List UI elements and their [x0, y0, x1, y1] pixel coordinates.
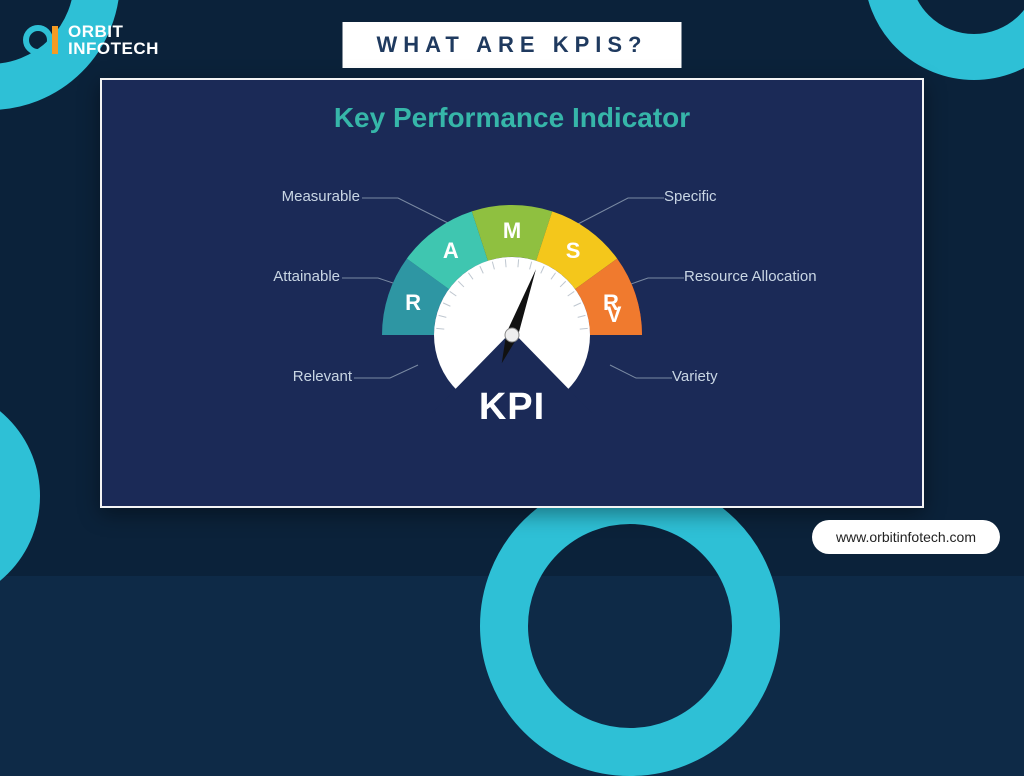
callout-relevant: Relevant — [293, 368, 352, 385]
svg-text:M: M — [503, 218, 521, 243]
deco-ring-bottom — [480, 476, 780, 776]
brand-logo-text: ORBIT INFOTECH — [68, 23, 159, 57]
brand-logo: ORBIT INFOTECH — [22, 20, 159, 60]
callout-measurable: Measurable — [282, 188, 360, 205]
brand-logo-icon — [22, 20, 62, 60]
title-banner: WHAT ARE KPIS? — [343, 22, 682, 68]
svg-text:S: S — [566, 238, 581, 263]
website-url: www.orbitinfotech.com — [812, 520, 1000, 554]
kpi-gauge: RAMSRV KPI — [352, 175, 672, 435]
svg-text:R: R — [405, 290, 421, 315]
main-panel: Key Performance Indicator Measurable Att… — [100, 78, 924, 508]
brand-line-2: INFOTECH — [68, 40, 159, 57]
gauge-center-label: KPI — [479, 386, 545, 429]
callout-resource: Resource Allocation — [684, 268, 817, 285]
svg-text:A: A — [443, 238, 459, 263]
callout-attainable: Attainable — [273, 268, 340, 285]
svg-text:V: V — [607, 302, 622, 327]
callout-variety: Variety — [672, 368, 718, 385]
brand-line-1: ORBIT — [68, 23, 159, 40]
panel-heading: Key Performance Indicator — [102, 102, 922, 134]
